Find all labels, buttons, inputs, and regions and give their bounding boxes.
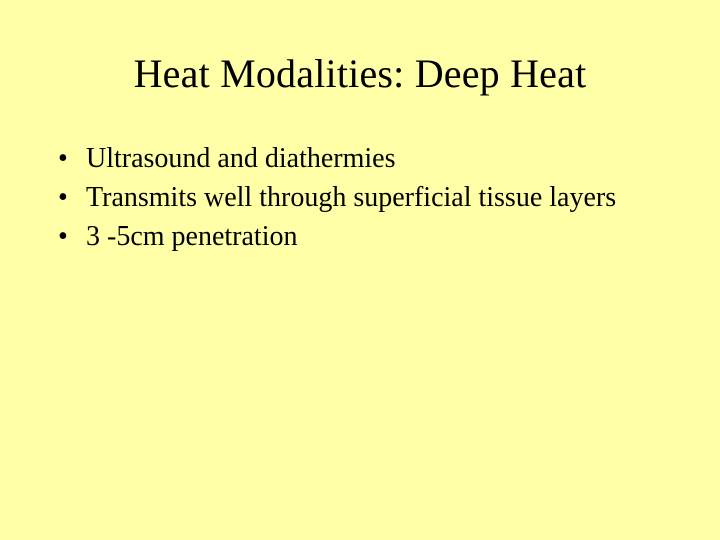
bullet-list: Ultrasound and diathermies Transmits wel…: [48, 141, 672, 254]
list-item: Transmits well through superficial tissu…: [58, 180, 672, 215]
slide-title: Heat Modalities: Deep Heat: [48, 50, 672, 97]
list-item: Ultrasound and diathermies: [58, 141, 672, 176]
slide-container: Heat Modalities: Deep Heat Ultrasound an…: [0, 0, 720, 540]
list-item: 3 -5cm penetration: [58, 219, 672, 254]
